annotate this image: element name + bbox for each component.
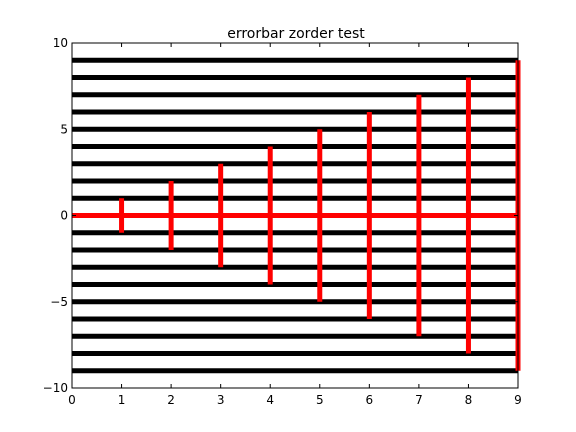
x-tick-label: 1 [118,393,126,407]
chart-title: errorbar zorder test [227,26,365,42]
x-tick-label: 8 [465,393,473,407]
x-tick-label: 9 [514,393,522,407]
y-tick-label: −10 [43,381,68,395]
y-tick-label: 10 [53,36,68,50]
x-tick-label: 2 [167,393,175,407]
x-tick-label: 6 [366,393,374,407]
x-tick-label: 4 [266,393,274,407]
y-tick-label: −5 [50,295,68,309]
x-tick-label: 7 [415,393,423,407]
x-tick-label: 5 [316,393,324,407]
plot-area [72,57,521,374]
x-tick-label: 3 [217,393,225,407]
y-tick-label: 0 [60,209,68,223]
x-tick-label: 0 [68,393,76,407]
y-tick-label: 5 [60,122,68,136]
axis-ticks: 0 1 2 3 4 5 6 7 8 9 −10 −5 0 5 10 [43,36,522,407]
